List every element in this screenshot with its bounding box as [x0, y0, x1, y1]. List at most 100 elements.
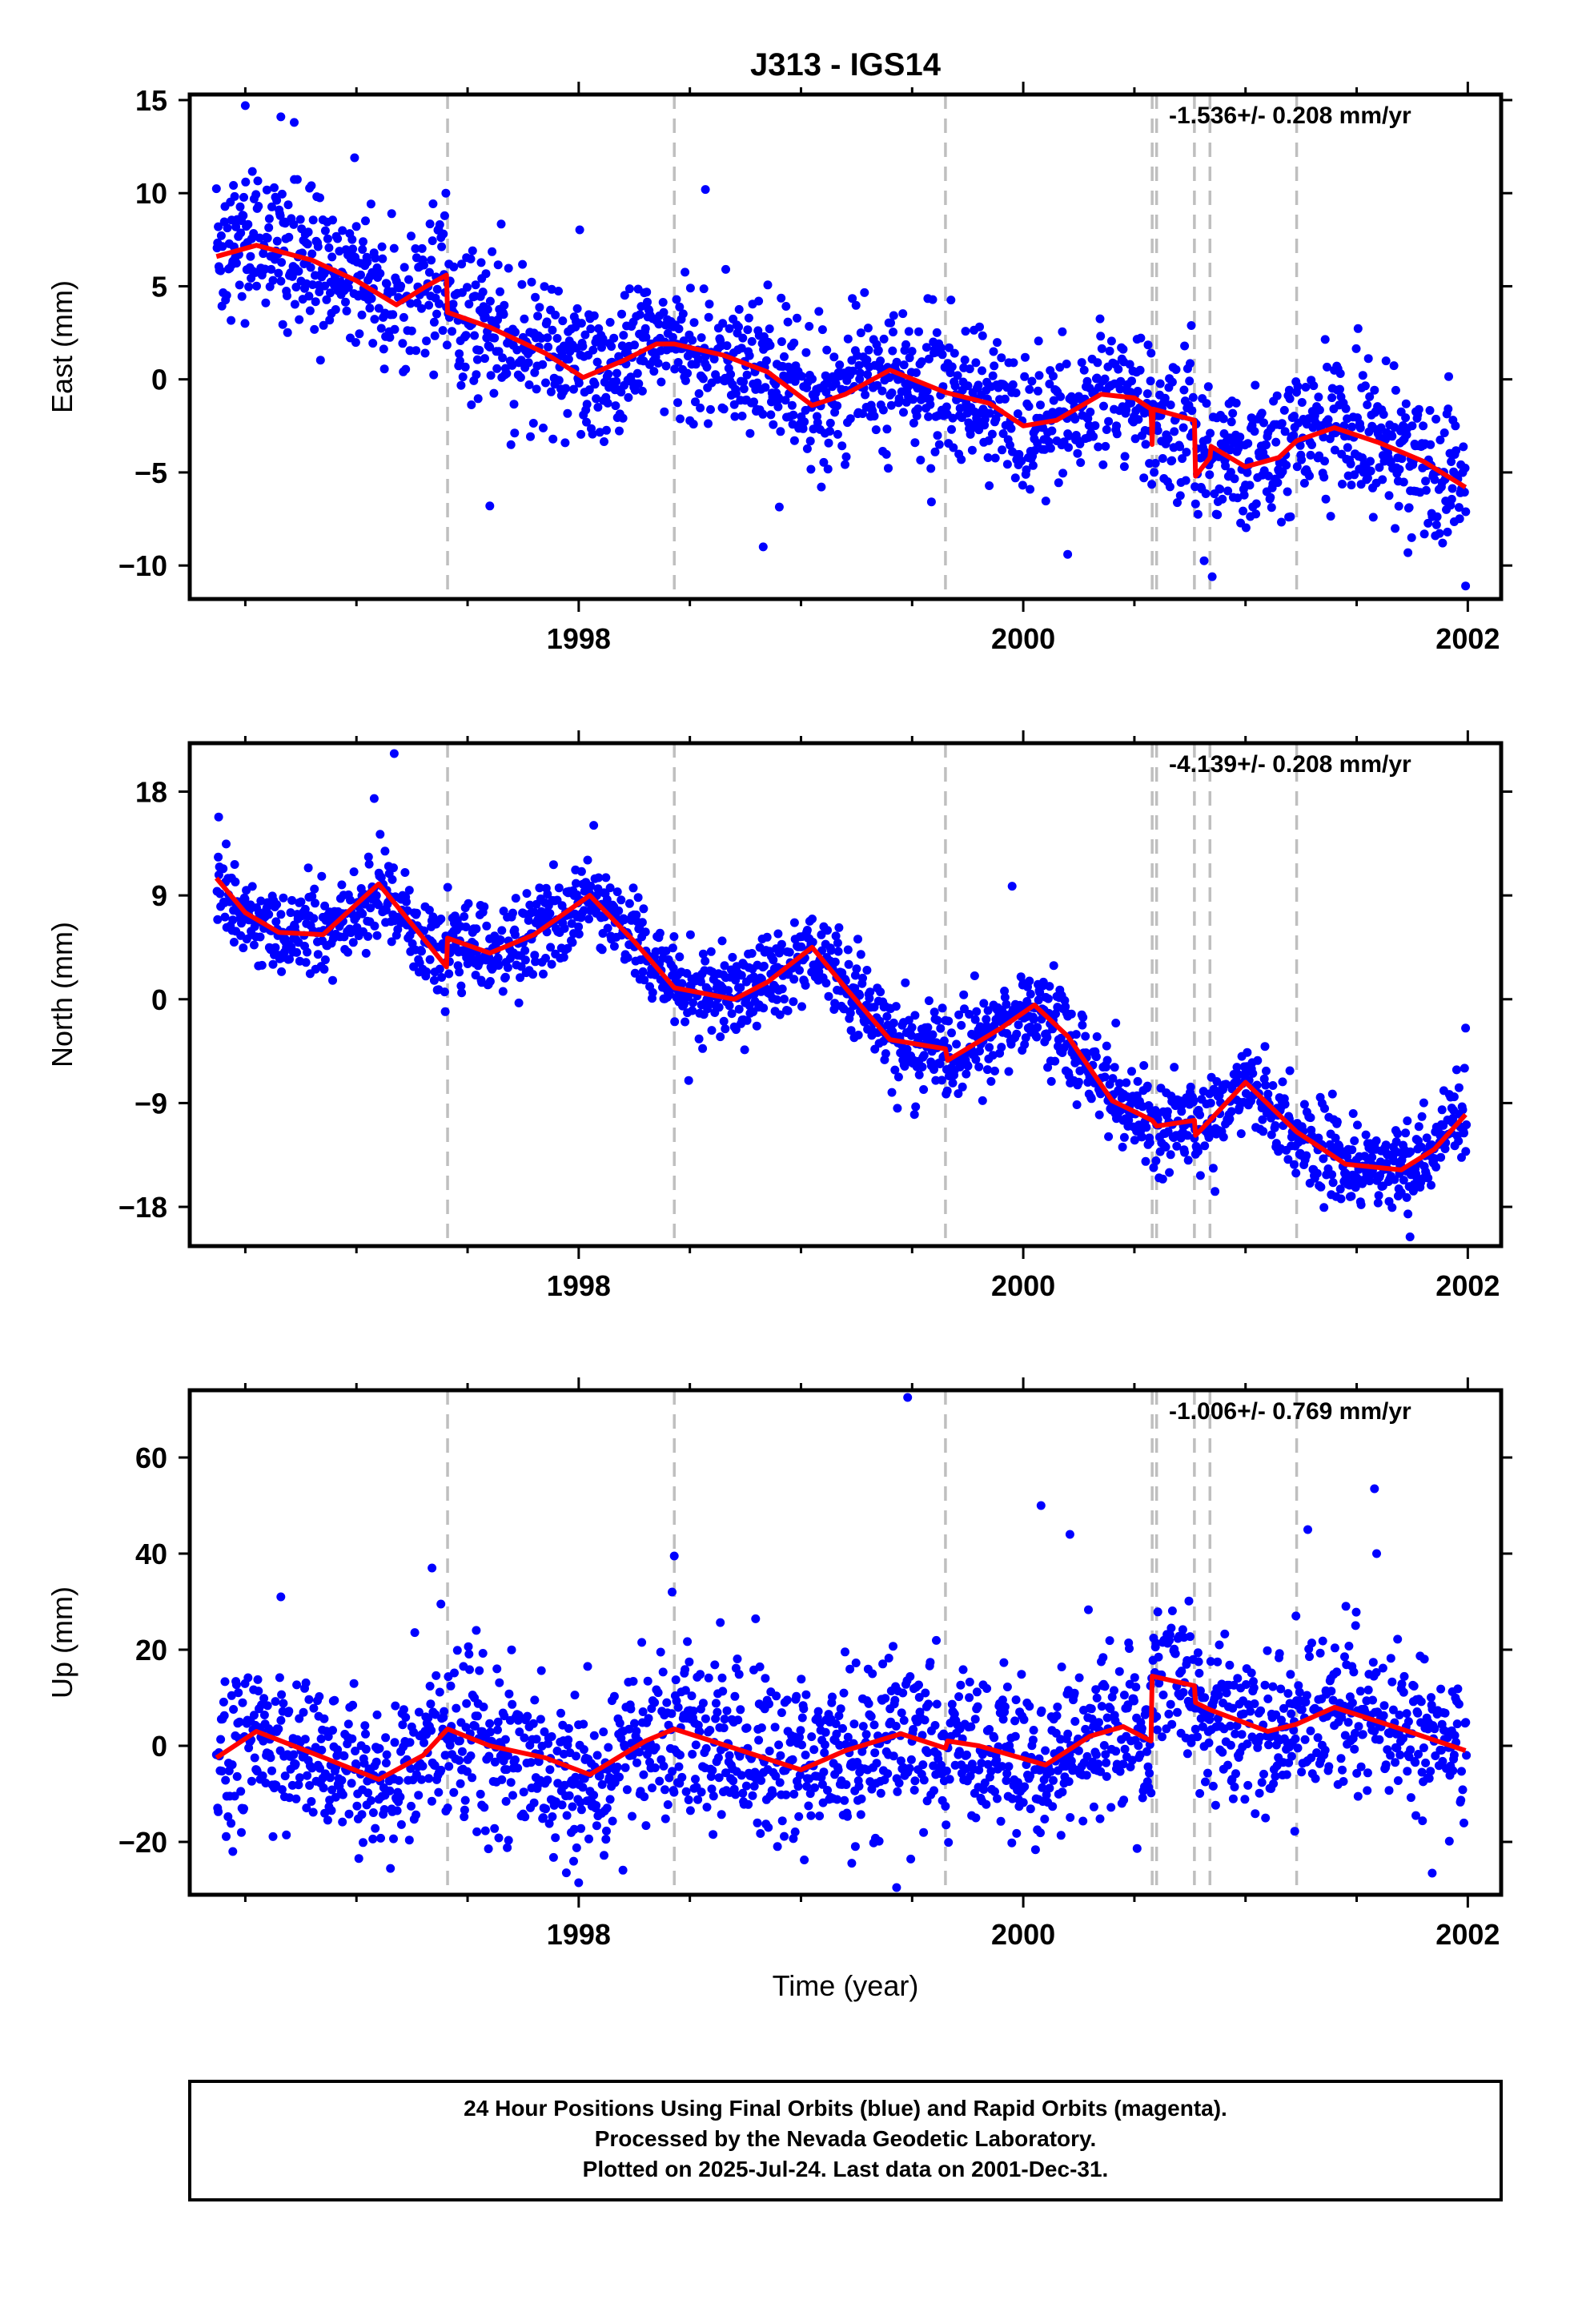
data-point: [593, 403, 603, 412]
data-point: [524, 915, 533, 925]
data-point: [797, 1713, 807, 1723]
data-point: [450, 1668, 459, 1678]
data-point: [766, 410, 776, 420]
data-point: [1403, 1116, 1412, 1126]
data-point: [308, 1807, 318, 1817]
data-point: [1167, 456, 1177, 465]
data-point: [947, 424, 956, 434]
data-point: [1264, 471, 1273, 480]
data-point: [348, 244, 358, 254]
data-point: [471, 280, 480, 290]
data-point: [358, 909, 367, 919]
data-point: [758, 409, 768, 419]
data-point: [771, 1771, 781, 1781]
data-point: [266, 1753, 275, 1763]
data-point: [595, 428, 604, 437]
data-point: [800, 1856, 809, 1864]
data-point: [466, 254, 476, 263]
data-point: [1327, 393, 1337, 403]
data-point: [367, 294, 376, 304]
data-point: [1126, 398, 1136, 408]
data-point: [1150, 459, 1160, 468]
data-point: [694, 389, 704, 398]
data-point: [1076, 458, 1086, 468]
data-point: [1110, 1063, 1119, 1072]
data-point: [507, 1645, 516, 1655]
data-point: [365, 304, 375, 313]
data-point: [991, 414, 1001, 424]
data-point: [481, 269, 491, 279]
data-point: [1431, 1162, 1441, 1172]
data-point: [485, 1719, 495, 1728]
data-point: [831, 931, 841, 941]
data-point: [725, 1751, 734, 1760]
data-point: [1438, 538, 1447, 548]
data-point: [231, 222, 241, 231]
data-point: [493, 260, 503, 270]
data-point: [1221, 1080, 1231, 1089]
data-point: [1389, 1156, 1399, 1166]
data-point: [1045, 380, 1054, 388]
data-point: [229, 938, 239, 947]
data-point: [611, 401, 620, 411]
data-point: [793, 1782, 803, 1791]
data-point: [1402, 430, 1411, 440]
data-point: [669, 1787, 679, 1797]
data-point: [372, 931, 382, 940]
data-point: [290, 118, 299, 127]
data-point: [440, 1751, 450, 1760]
data-point: [276, 112, 286, 122]
data-point: [721, 1024, 730, 1034]
data-point: [934, 440, 944, 449]
data-point: [553, 1779, 563, 1788]
data-point: [460, 912, 469, 921]
data-point: [638, 967, 648, 976]
data-point: [765, 324, 774, 334]
data-point: [230, 860, 239, 869]
data-point: [427, 1726, 436, 1735]
data-point: [718, 319, 728, 328]
data-point: [420, 1738, 428, 1747]
data-point: [843, 1811, 852, 1821]
data-point: [1104, 416, 1114, 426]
data-point: [475, 345, 484, 355]
data-point: [742, 1015, 752, 1025]
data-point: [986, 1767, 996, 1776]
data-point: [1278, 1077, 1287, 1087]
data-point: [1094, 1110, 1104, 1120]
data-point: [444, 1762, 454, 1771]
data-point: [1119, 462, 1129, 472]
data-point: [608, 1816, 617, 1826]
data-point: [601, 1835, 611, 1844]
data-point: [980, 1778, 990, 1787]
data-point: [1381, 356, 1391, 366]
data-point: [303, 239, 312, 249]
data-point: [1261, 1080, 1271, 1090]
data-point: [909, 395, 918, 404]
data-point: [928, 295, 938, 304]
data-point: [786, 368, 796, 377]
data-point: [558, 316, 568, 326]
data-point: [274, 1724, 283, 1734]
data-point: [795, 1732, 804, 1742]
data-point: [1062, 360, 1071, 368]
data-point: [751, 1614, 761, 1623]
data-point: [375, 830, 385, 839]
data-point: [1426, 440, 1435, 449]
data-point: [574, 378, 584, 388]
data-point: [603, 398, 612, 408]
data-point: [1032, 1032, 1042, 1042]
data-point: [911, 1102, 921, 1112]
data-point: [777, 1816, 787, 1826]
data-point: [1020, 1039, 1030, 1049]
data-point: [387, 287, 397, 296]
data-point: [1203, 382, 1213, 392]
data-point: [668, 332, 677, 342]
data-point: [1460, 488, 1469, 497]
data-point: [789, 338, 799, 348]
data-point: [930, 1786, 938, 1795]
data-point: [584, 915, 593, 924]
data-point: [560, 923, 569, 933]
data-point: [295, 215, 305, 224]
data-point: [461, 1723, 471, 1732]
